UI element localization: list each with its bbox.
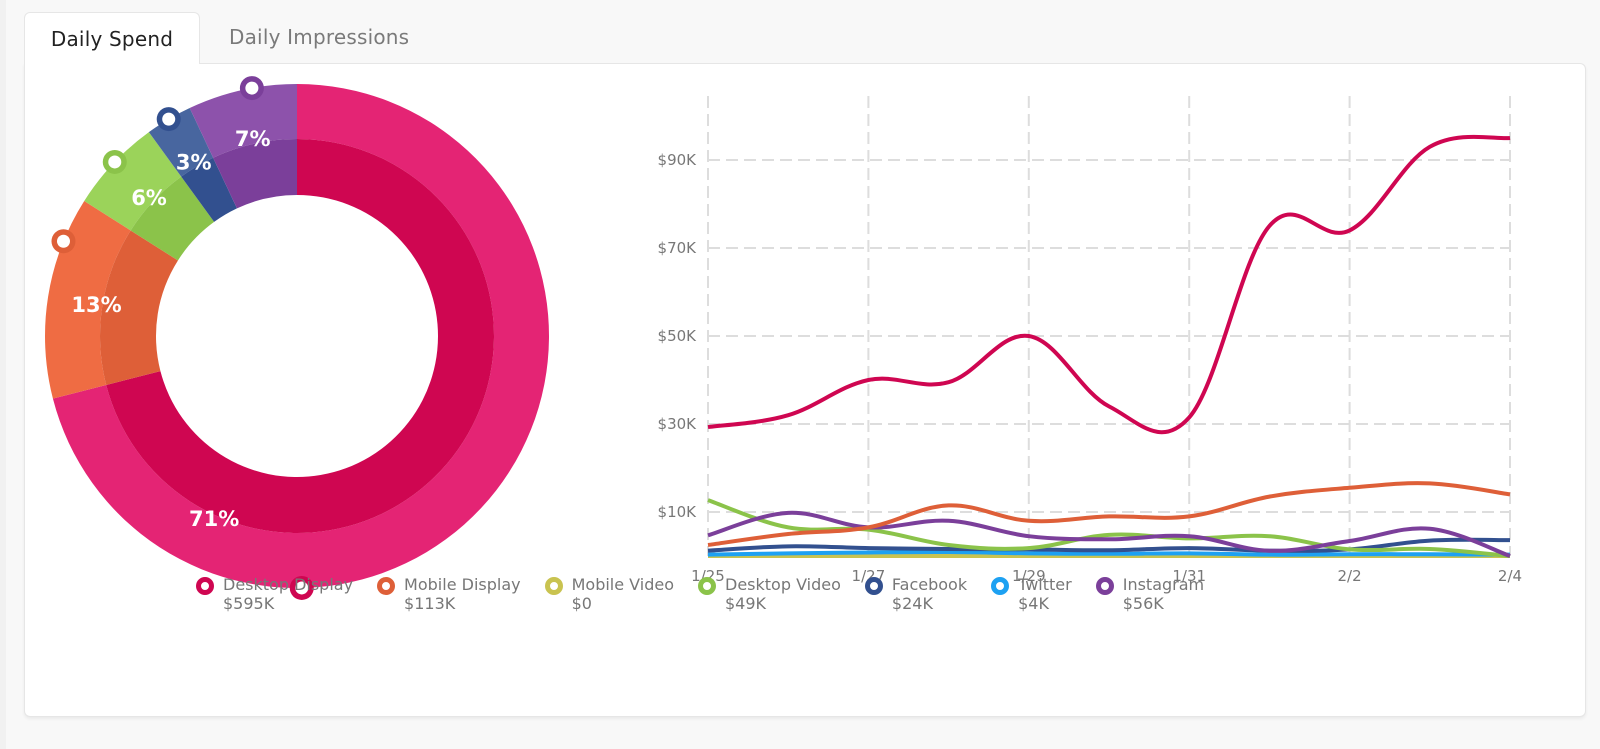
series-line-twitter[interactable]: [707, 550, 1511, 557]
donut-percent-label: 7%: [235, 127, 271, 151]
legend-name: Twitter: [1018, 575, 1072, 594]
donut-slice-inner-band: [130, 176, 215, 261]
legend-ring-icon: [864, 577, 883, 595]
legend-item-facebook[interactable]: Facebook $24K: [864, 575, 967, 613]
legend-ring-icon: [1095, 577, 1114, 595]
y-tick-label: $50K: [658, 327, 698, 345]
legend-item-mobile-display[interactable]: Mobile Display $113K: [377, 575, 521, 613]
chart-grid: [707, 96, 1511, 556]
legend-ring-icon: [196, 577, 214, 595]
legend-item-mobile-video[interactable]: Mobile Video $0: [544, 575, 674, 613]
donut-slice-instagram[interactable]: 7%: [189, 84, 297, 209]
donut-percent-label: 3%: [176, 150, 212, 174]
page-edge: [0, 0, 6, 749]
legend-item-desktop-video[interactable]: Desktop Video $49K: [698, 575, 841, 613]
donut-marker-hole: [108, 155, 122, 169]
legend-value: $113K: [404, 594, 456, 613]
y-tick-label: $10K: [658, 503, 698, 521]
donut-percent-label: 6%: [131, 186, 167, 210]
series-line-desktop-display[interactable]: [707, 134, 1511, 435]
series-line-instagram[interactable]: [707, 510, 1511, 558]
legend-value: $0: [571, 594, 592, 613]
legend-name: Desktop Display: [223, 575, 354, 594]
donut-percent-label: 13%: [71, 293, 121, 317]
legend-text: Mobile Video $0: [572, 575, 674, 613]
legend-ring-icon: [991, 577, 1010, 595]
series-line-mobile-display[interactable]: [707, 481, 1511, 547]
legend-text: Facebook $24K: [892, 575, 967, 613]
donut-marker-hole: [245, 81, 259, 95]
donut-slice-outer-band: [189, 84, 297, 158]
legend-item-twitter[interactable]: Twitter $4K: [991, 575, 1072, 613]
donut-slice-inner-band: [213, 139, 297, 209]
legend-value: $56K: [1122, 594, 1164, 613]
donut-slice-inner-band: [181, 157, 237, 222]
donut-marker-hole: [295, 581, 309, 595]
legend-item-desktop-display[interactable]: Desktop Display $595K: [196, 575, 353, 613]
donut-slice-inner-band: [100, 230, 178, 385]
legend-text: Instagram $56K: [1123, 575, 1204, 613]
legend-value: $24K: [891, 594, 933, 613]
legend-name: Desktop Video: [725, 575, 841, 594]
legend-ring-icon: [377, 577, 396, 595]
tab-daily-spend[interactable]: Daily Spend: [24, 12, 200, 64]
y-tick-label: $90K: [658, 151, 698, 169]
legend-name: Instagram: [1122, 575, 1205, 594]
donut-slice-desktop-video[interactable]: 6%: [84, 132, 215, 261]
donut-marker-hole: [162, 112, 176, 126]
donut-marker-hole: [56, 234, 70, 248]
legend-ring-icon: [698, 577, 716, 595]
legend-name: Mobile Video: [571, 575, 674, 594]
legend-name: Mobile Display: [404, 575, 521, 594]
y-tick-label: $70K: [658, 239, 698, 257]
donut-percent-label: 71%: [189, 507, 239, 531]
x-tick-label: 2/2: [1338, 567, 1362, 585]
legend-item-instagram[interactable]: Instagram $56K: [1095, 575, 1204, 613]
legend-value: $595K: [223, 594, 275, 613]
legend-name: Facebook: [891, 575, 968, 594]
legend-text: Mobile Display $113K: [404, 575, 521, 613]
legend-ring-icon: [544, 577, 563, 595]
legend: Desktop Display $595K Mobile Display $113K M…: [196, 575, 1228, 613]
tab-daily-impressions[interactable]: Daily Impressions: [229, 25, 410, 49]
donut-slice-outer-band: [84, 132, 182, 231]
legend-value: $49K: [725, 594, 767, 613]
x-tick-label: 1/31: [1172, 567, 1206, 585]
legend-text: Twitter $4K: [1018, 575, 1072, 613]
donut-slice-desktop-display[interactable]: 71%: [52, 84, 549, 588]
tab-bar: Daily Spend Daily Impressions: [24, 12, 430, 64]
legend-text: Desktop Display $595K: [223, 575, 353, 613]
legend-text: Desktop Video $49K: [725, 575, 841, 613]
x-tick-label: 2/4: [1498, 567, 1522, 585]
x-tick-label: 1/29: [1012, 567, 1046, 585]
legend-value: $4K: [1018, 594, 1049, 613]
y-tick-label: $30K: [658, 415, 698, 433]
series-line-facebook[interactable]: [707, 537, 1511, 553]
